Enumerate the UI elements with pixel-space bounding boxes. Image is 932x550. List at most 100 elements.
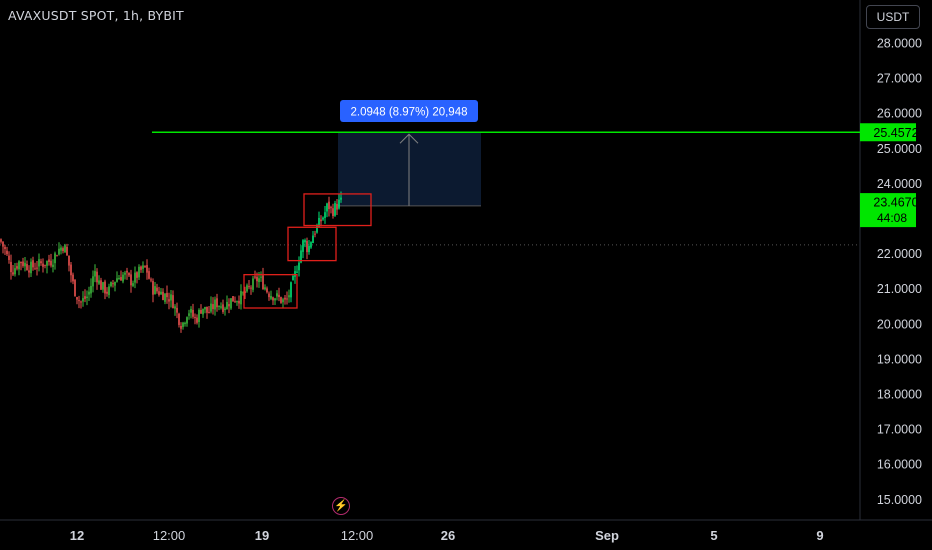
candle-body: [206, 306, 208, 313]
candle-body: [170, 294, 172, 301]
candle-body: [298, 262, 300, 271]
candle-body: [104, 281, 106, 294]
candle-body: [318, 217, 320, 228]
candle-body: [246, 285, 248, 292]
candle-body: [36, 267, 38, 269]
highlight-box-3[interactable]: [303, 193, 372, 227]
candle-body: [198, 309, 200, 322]
y-tick-label: 20.0000: [877, 317, 922, 331]
candle-body: [258, 278, 260, 283]
candle-body: [188, 313, 190, 316]
level-price-tag: [860, 123, 916, 142]
candle-body: [328, 201, 330, 209]
candle-body: [272, 297, 274, 301]
candle-body: [152, 281, 154, 295]
candle-body: [252, 278, 254, 290]
y-tick-label: 22.0000: [877, 247, 922, 261]
candle-body: [230, 298, 232, 309]
candle-body: [340, 197, 342, 200]
candle-body: [90, 285, 92, 294]
candle-body: [166, 292, 168, 298]
candle-body: [76, 297, 78, 300]
candle-body: [216, 298, 218, 308]
candle-body: [140, 266, 142, 270]
candle-body: [320, 219, 322, 222]
candle-body: [16, 266, 18, 269]
candle-body: [248, 286, 250, 288]
candle-body: [150, 279, 152, 281]
symbol-title: AVAXUSDT SPOT, 1h, BYBIT: [8, 8, 184, 23]
candle-body: [18, 261, 20, 270]
current-price-tag: [860, 193, 916, 228]
candle-body: [108, 286, 110, 296]
candle-body: [126, 270, 128, 273]
candle-body: [142, 265, 144, 269]
y-tick-label: 24.0000: [877, 177, 922, 191]
candle-body: [310, 242, 312, 248]
bar-countdown-label: 44:08: [877, 211, 907, 225]
candle-body: [268, 293, 270, 298]
candle-body: [226, 301, 228, 309]
y-tick-label: 28.0000: [877, 37, 922, 51]
candle-body: [288, 295, 290, 298]
candle-body: [242, 292, 244, 294]
x-tick-label: 9: [816, 528, 823, 543]
candle-body: [306, 240, 308, 253]
candle-body: [238, 300, 240, 304]
x-tick-label: 5: [710, 528, 717, 543]
candle-body: [214, 299, 216, 310]
current-price-label: 23.4670: [873, 196, 918, 210]
candle-body: [182, 322, 184, 327]
candle-body: [112, 283, 114, 285]
candle-body: [264, 287, 266, 290]
candle-body: [128, 272, 130, 276]
candle-body: [48, 259, 50, 263]
candle-body: [266, 288, 268, 293]
candle-body: [42, 263, 44, 267]
y-tick-label: 15.0000: [877, 493, 922, 507]
candle-body: [130, 274, 132, 286]
candle-body: [82, 298, 84, 302]
candle-body: [102, 282, 104, 290]
candle-body: [68, 255, 70, 266]
candle-body: [106, 291, 108, 294]
candle-body: [262, 275, 264, 290]
candle-body: [302, 240, 304, 252]
y-tick-label: 25.0000: [877, 142, 922, 156]
candle-body: [114, 282, 116, 286]
y-tick-label: 17.0000: [877, 423, 922, 437]
candle-body: [244, 291, 246, 294]
candle-body: [172, 295, 174, 309]
candle-body: [14, 268, 16, 275]
highlight-box-1[interactable]: [243, 274, 298, 309]
candle-body: [134, 272, 136, 283]
candle-body: [110, 282, 112, 287]
candle-body: [62, 248, 64, 252]
candle-body: [60, 247, 62, 251]
candle-body: [92, 276, 94, 287]
lightning-icon[interactable]: ⚡: [332, 497, 350, 515]
highlight-box-2[interactable]: [287, 226, 337, 262]
candle-body: [22, 261, 24, 266]
measure-arrow-head: [399, 133, 419, 144]
candle-body: [218, 305, 220, 307]
candle-body: [94, 271, 96, 277]
candle-body: [162, 291, 164, 301]
candle-body: [208, 311, 210, 313]
candle-body: [138, 266, 140, 278]
candle-body: [70, 264, 72, 276]
candle-body: [314, 233, 316, 235]
candle-body: [324, 212, 326, 218]
candle-body: [232, 296, 234, 302]
candle-body: [148, 271, 150, 279]
currency-button[interactable]: USDT: [866, 5, 920, 29]
candle-body: [176, 307, 178, 313]
candle-body: [228, 304, 230, 307]
candle-body: [164, 293, 166, 302]
candle-body: [98, 280, 100, 284]
y-tick-label: 19.0000: [877, 352, 922, 366]
candle-body: [254, 276, 256, 278]
candle-body: [158, 291, 160, 295]
candle-body: [234, 301, 236, 303]
